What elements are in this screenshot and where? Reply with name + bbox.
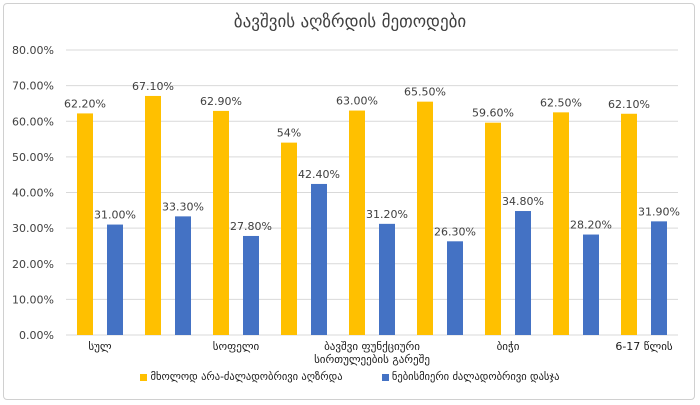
bar-series-1	[485, 122, 501, 335]
bar-series-1	[77, 113, 93, 335]
legend-swatch-series-1	[140, 373, 148, 381]
bar-series-2	[583, 234, 599, 335]
data-label-series-2: 42.40%	[298, 168, 340, 181]
bars	[77, 95, 667, 335]
data-labels: 62.20% 67.10% 62.90% 54% 63.00% 65.50% 59.60% 6…	[64, 80, 680, 238]
data-label-series-2: 28.20%	[570, 219, 612, 232]
legend-swatch-series-2	[381, 373, 389, 381]
y-tick-label: 0.00%	[19, 329, 54, 342]
chart-title: ბავშვის აღზრდის მეთოდები	[233, 12, 467, 32]
bar-series-1	[621, 113, 637, 335]
bar-series-2	[175, 216, 191, 335]
bar-series-2	[311, 183, 327, 335]
legend-item-series-2: ნებისმიერი ძალადობრივი დასჯა	[381, 371, 560, 383]
bar-series-2	[243, 235, 259, 335]
y-tick-label: 50.00%	[12, 151, 54, 164]
bar-series-2	[651, 221, 667, 335]
x-tick-label: სოფელი	[213, 340, 260, 353]
bar-series-2	[515, 211, 531, 335]
data-label-series-2: 31.90%	[638, 205, 680, 218]
bar-series-2	[379, 223, 395, 335]
y-tick-label: 10.00%	[12, 293, 54, 306]
legend-label-series-1: მხოლოდ არა-ძალადობრივი აღზრდა	[150, 371, 343, 383]
data-label-series-1: 59.60%	[472, 107, 514, 120]
bar-series-1	[553, 112, 569, 335]
data-label-series-2: 34.80%	[502, 195, 544, 208]
data-label-series-1: 67.10%	[132, 80, 174, 93]
bar-series-2	[107, 224, 123, 335]
data-label-series-2: 33.30%	[162, 200, 204, 213]
data-label-series-2: 26.30%	[434, 225, 476, 238]
data-label-series-1: 62.20%	[64, 97, 106, 110]
data-label-series-2: 31.00%	[94, 209, 136, 222]
x-tick-label: სირთულეების გარეშე	[314, 353, 430, 366]
data-label-series-2: 27.80%	[230, 220, 272, 233]
data-label-series-1: 62.90%	[200, 95, 242, 108]
legend-label-series-2: ნებისმიერი ძალადობრივი დასჯა	[391, 371, 560, 383]
y-axis-ticks: 0.00% 10.00% 20.00% 30.00% 40.00% 50.00% 60.00…	[12, 44, 54, 342]
data-label-series-1: 54%	[277, 127, 301, 140]
data-label-series-1: 62.50%	[540, 96, 582, 109]
y-tick-label: 20.00%	[12, 258, 54, 271]
legend: მხოლოდ არა-ძალადობრივი აღზრდა ნებისმიერი…	[0, 371, 700, 384]
data-label-series-1: 63.00%	[336, 95, 378, 108]
x-tick-label: სულ	[88, 340, 111, 353]
bar-series-1	[281, 142, 297, 335]
bar-series-1	[145, 95, 161, 335]
gridlines	[66, 49, 678, 336]
bar-series-1	[213, 110, 229, 335]
bar-series-1	[349, 110, 365, 335]
data-label-series-1: 65.50%	[404, 86, 446, 99]
data-label-series-2: 31.20%	[366, 208, 408, 221]
data-label-series-1: 62.10%	[608, 98, 650, 111]
y-tick-label: 30.00%	[12, 222, 54, 235]
x-tick-label: ბიჭი	[497, 340, 520, 353]
y-tick-label: 40.00%	[12, 187, 54, 200]
bar-series-2	[447, 241, 463, 335]
y-tick-label: 60.00%	[12, 115, 54, 128]
bar-series-1	[417, 101, 433, 335]
legend-item-series-1: მხოლოდ არა-ძალადობრივი აღზრდა	[140, 371, 343, 383]
y-tick-label: 70.00%	[12, 80, 54, 93]
y-tick-label: 80.00%	[12, 44, 54, 57]
x-tick-label: ბავშვი ფუნქციური	[324, 340, 420, 353]
x-tick-label: 6-17 წლის	[615, 340, 673, 353]
